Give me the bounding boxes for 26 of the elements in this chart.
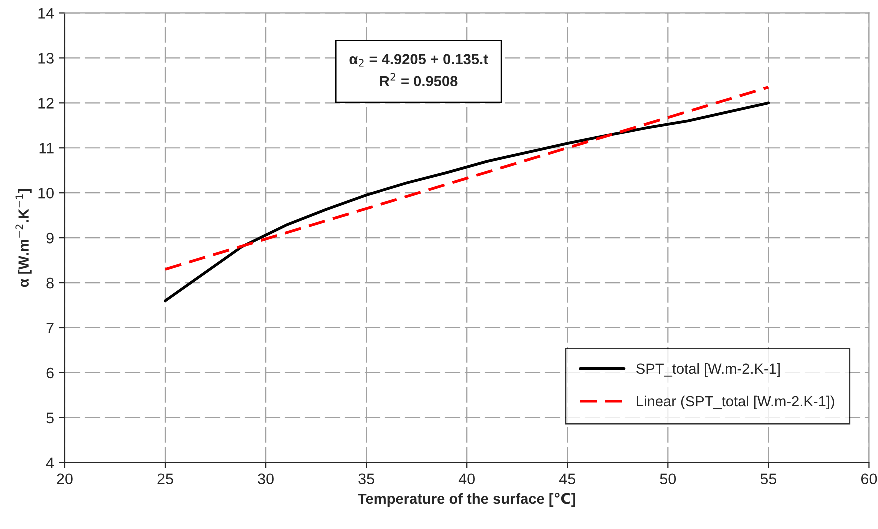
y-tick-label: 5 [46,412,54,424]
y-tick-label: 10 [38,188,54,199]
y-tick-label: 12 [38,98,54,109]
x-tick-label: 20 [57,474,73,485]
x-tick-label: 40 [458,474,475,485]
legend-label: Linear (SPT_total [W.m-2.K-1]) [637,396,834,410]
x-tick-label: 50 [660,474,676,485]
annotation: α$_{2}$ = 4.9205 + 0.135.t R$^{2}$ = 0.9508 [350,54,488,87]
x-tick-label: 35 [358,474,374,485]
x-tick-label: 30 [258,474,274,485]
y-tick-label: 13 [38,53,54,64]
line-series [164,102,770,302]
y-tick-label: 11 [40,143,54,154]
x-tick-label: 60 [862,474,878,485]
x-axis-title: Temperature of the surface [℃] [358,493,576,508]
y-tick-label: 6 [46,368,54,379]
y-tick-label: 9 [46,232,54,244]
y-tick-label: 4 [46,458,54,468]
legend-label: SPT_total [W.m-2.K-1] [636,363,780,377]
y-axis-title: α [W.m$^{−2}$.K$^{−1}$] [16,189,32,288]
y-tick-label: 8 [46,278,54,289]
x-tick-label: 55 [760,474,777,485]
y-tick-label: 7 [46,323,54,334]
x-tick-label: 25 [158,474,174,485]
x-tick-label: 45 [559,474,576,485]
y-tick-label: 14 [38,8,54,19]
